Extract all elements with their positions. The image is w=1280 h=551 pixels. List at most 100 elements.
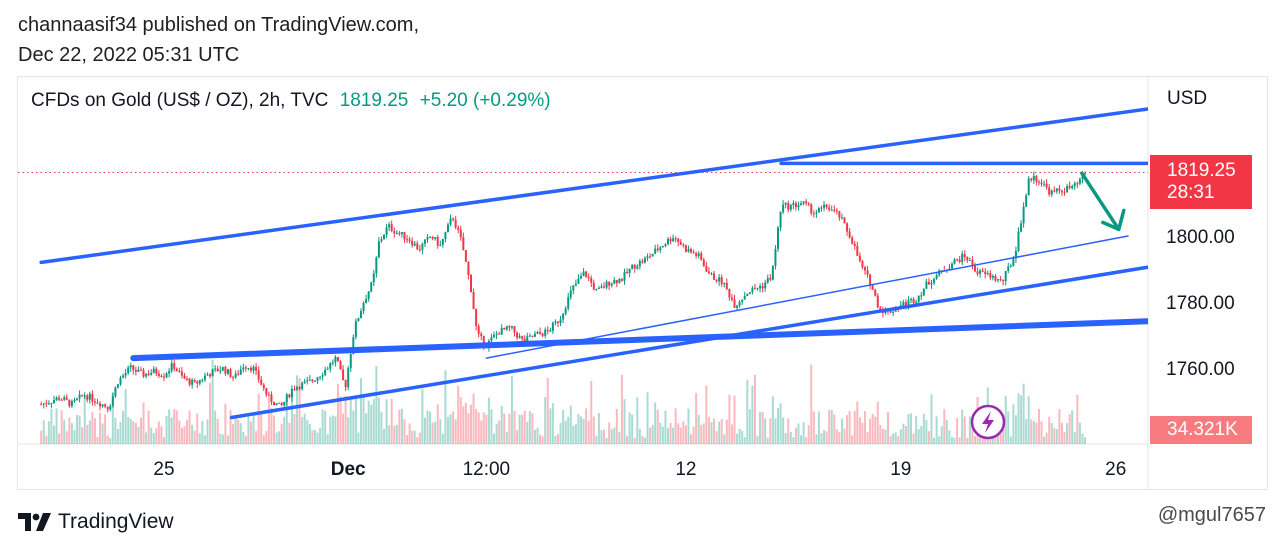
- candle-body: [950, 263, 953, 269]
- candle-body: [1030, 178, 1033, 180]
- candle-body: [137, 369, 140, 372]
- candle-body: [313, 380, 316, 382]
- volume-bar: [828, 409, 831, 444]
- candle-body: [879, 307, 882, 310]
- volume-bar: [756, 435, 759, 444]
- volume-bar: [666, 428, 669, 444]
- volume-bar: [1055, 429, 1058, 444]
- volume-bar: [229, 410, 232, 444]
- volume-bar: [1017, 393, 1020, 444]
- volume-bar: [682, 421, 685, 444]
- volume-bar: [848, 411, 851, 444]
- volume-bar: [101, 423, 104, 444]
- candle-body: [713, 273, 716, 280]
- candle-body: [408, 239, 411, 241]
- volume-bar: [503, 413, 506, 444]
- candle-body: [183, 375, 186, 379]
- volume-bar: [1045, 432, 1048, 444]
- candle-body: [615, 280, 618, 284]
- volume-bar: [690, 434, 693, 444]
- candle-body: [234, 373, 237, 378]
- candle-body: [636, 266, 639, 269]
- volume-bar: [298, 378, 301, 444]
- candle-body: [769, 278, 772, 280]
- volume-bar: [651, 425, 654, 444]
- volume-bar: [938, 436, 941, 444]
- volume-bar: [60, 410, 63, 444]
- candle-body: [45, 403, 48, 405]
- volume-bar: [319, 428, 322, 444]
- candle-body: [132, 365, 135, 371]
- candle-body: [861, 260, 864, 268]
- volume-bar: [1063, 431, 1066, 444]
- volume-bar: [945, 419, 948, 444]
- volume-bar: [577, 413, 580, 444]
- price-tick-label: 1780.00: [1166, 293, 1235, 314]
- volume-bar: [482, 412, 485, 444]
- candle-body: [902, 301, 905, 306]
- volume-bar: [303, 413, 306, 444]
- volume-bar: [1068, 414, 1071, 444]
- candle-body: [526, 336, 529, 342]
- volume-bar: [935, 416, 938, 444]
- candle-body: [155, 368, 158, 374]
- candle-body: [247, 367, 250, 369]
- volume-bar: [518, 414, 521, 444]
- candle-body: [743, 295, 746, 300]
- candle-body: [820, 207, 823, 209]
- volume-bar: [423, 417, 426, 444]
- volume-bar: [470, 404, 472, 444]
- candle-body: [467, 261, 470, 275]
- volume-bar: [830, 410, 833, 444]
- channel-upper-line[interactable]: [39, 101, 1208, 265]
- candle-body: [116, 384, 119, 388]
- candle-body: [336, 357, 339, 362]
- candle-body: [981, 270, 984, 272]
- candle-body: [288, 394, 291, 398]
- horizontal-support-line[interactable]: [130, 318, 1223, 362]
- volume-bar: [487, 397, 490, 444]
- candle-body: [580, 276, 583, 279]
- volume-bar: [145, 432, 148, 444]
- candle-body: [1053, 190, 1056, 192]
- volume-bar: [695, 393, 698, 444]
- volume-bar: [641, 436, 644, 444]
- candle-body: [331, 362, 334, 364]
- volume-bar: [638, 428, 641, 444]
- candle-body: [669, 238, 672, 242]
- candle-body: [160, 375, 163, 377]
- candle-body: [516, 332, 519, 338]
- candle-body: [1040, 182, 1043, 184]
- inner-trendline[interactable]: [485, 235, 1129, 359]
- trend-arrow-icon[interactable]: [1080, 171, 1121, 232]
- candle-body: [979, 270, 982, 274]
- volume-bar: [58, 433, 61, 444]
- tradingview-brand[interactable]: TradingView: [18, 510, 174, 534]
- volume-bar: [656, 409, 659, 444]
- candle-body: [971, 259, 974, 267]
- candle-body: [216, 368, 219, 372]
- candle-body: [748, 292, 751, 294]
- last-price-tag-value: 1819.25: [1167, 160, 1236, 181]
- volume-bar: [193, 430, 196, 444]
- candle-body: [733, 299, 736, 308]
- candle-body: [920, 295, 923, 297]
- volume-bar: [759, 411, 762, 444]
- volume-bar: [971, 423, 974, 444]
- volume-bar: [293, 414, 296, 444]
- volume-bar: [173, 409, 176, 444]
- time-tick-label: 25: [153, 459, 174, 480]
- candle-body: [666, 238, 669, 245]
- candle-body: [101, 404, 104, 407]
- last-price: 1819.25: [339, 90, 409, 111]
- candle-body: [280, 402, 283, 406]
- volume-bar: [523, 410, 526, 444]
- volume-bar: [513, 410, 516, 444]
- volume-bar: [467, 412, 470, 444]
- candle-body: [846, 223, 849, 232]
- candle-body: [692, 252, 695, 254]
- volume-bar: [659, 422, 662, 444]
- volume-bar: [528, 411, 531, 444]
- volume-bar: [823, 430, 826, 444]
